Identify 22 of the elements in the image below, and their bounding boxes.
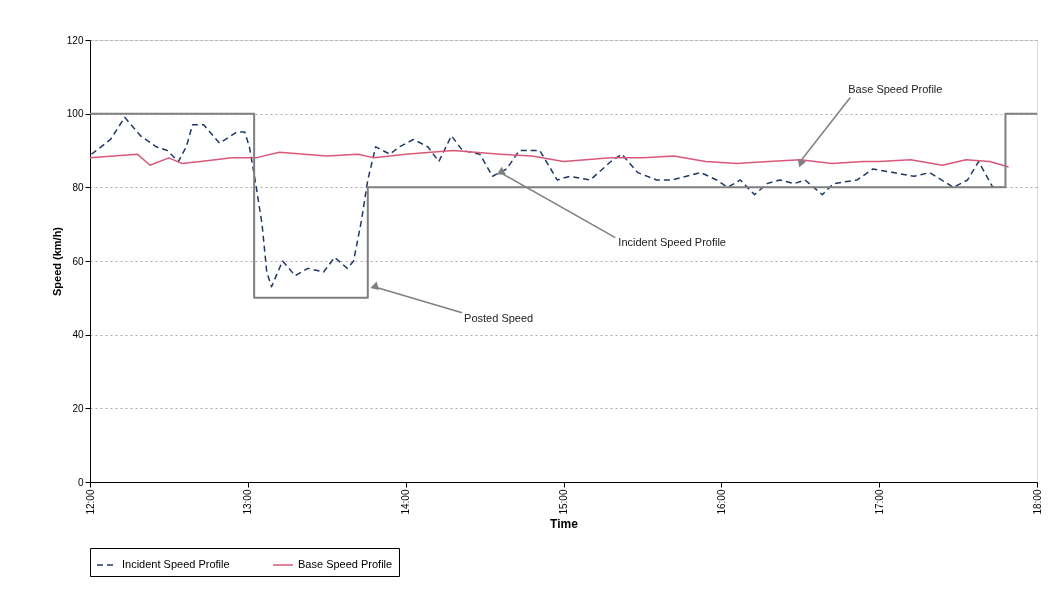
y-tick-label: 20	[72, 402, 84, 414]
x-axis-title: Time	[550, 516, 579, 531]
annotation: Posted Speed	[464, 311, 534, 324]
y-tick-label: 80	[72, 181, 84, 193]
x-tick-label: 12:00	[84, 489, 96, 515]
annotation: Base Speed Profile	[848, 82, 943, 95]
y-tick-label: 100	[66, 108, 84, 120]
x-tick-label: 16:00	[715, 489, 727, 515]
x-tick-label: 17:00	[873, 489, 885, 515]
y-tick-label: 120	[66, 34, 84, 46]
legend-label: Incident Speed Profile	[122, 558, 230, 570]
annotation: Incident Speed Profile	[618, 235, 727, 248]
y-tick-label: 40	[72, 329, 84, 341]
legend-label: Base Speed Profile	[298, 558, 393, 570]
y-tick-label: 0	[77, 476, 84, 488]
x-tick-label: 14:00	[400, 489, 412, 515]
line-series	[89, 149, 1010, 168]
x-tick-label: 15:00	[558, 489, 569, 515]
y-tick-label: 60	[72, 255, 84, 267]
x-tick-label: 13:00	[242, 489, 254, 515]
y-axis-title: Speed (km/h)	[50, 226, 63, 297]
x-tick-label: 18:00	[1031, 489, 1043, 515]
